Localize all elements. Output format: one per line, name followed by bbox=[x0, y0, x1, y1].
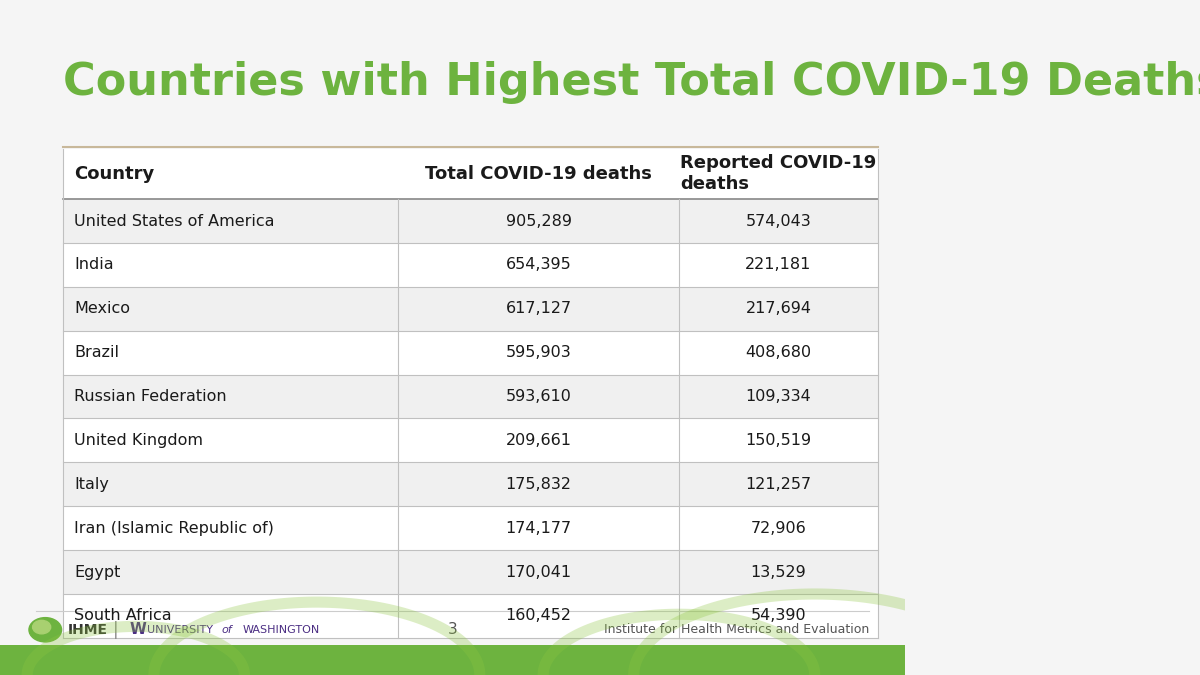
Text: 150,519: 150,519 bbox=[745, 433, 811, 448]
Text: 121,257: 121,257 bbox=[745, 477, 811, 492]
Text: 109,334: 109,334 bbox=[745, 389, 811, 404]
Text: WASHINGTON: WASHINGTON bbox=[242, 625, 320, 634]
FancyBboxPatch shape bbox=[64, 506, 878, 550]
Text: Total COVID-19 deaths: Total COVID-19 deaths bbox=[425, 165, 652, 183]
Text: 221,181: 221,181 bbox=[745, 257, 811, 273]
Text: Russian Federation: Russian Federation bbox=[74, 389, 227, 404]
Text: IHME: IHME bbox=[68, 623, 108, 637]
Text: Institute for Health Metrics and Evaluation: Institute for Health Metrics and Evaluat… bbox=[604, 623, 869, 637]
Text: 13,529: 13,529 bbox=[751, 564, 806, 580]
Text: Iran (Islamic Republic of): Iran (Islamic Republic of) bbox=[74, 520, 274, 536]
Text: Egypt: Egypt bbox=[74, 564, 121, 580]
Text: W: W bbox=[130, 622, 146, 637]
Text: Reported COVID-19
deaths: Reported COVID-19 deaths bbox=[680, 155, 877, 193]
FancyBboxPatch shape bbox=[64, 199, 878, 243]
FancyBboxPatch shape bbox=[64, 594, 878, 638]
Text: South Africa: South Africa bbox=[74, 608, 172, 624]
Text: Country: Country bbox=[74, 165, 155, 183]
Text: 160,452: 160,452 bbox=[505, 608, 571, 624]
Text: 170,041: 170,041 bbox=[505, 564, 571, 580]
FancyBboxPatch shape bbox=[64, 550, 878, 594]
FancyBboxPatch shape bbox=[64, 243, 878, 287]
Text: UNIVERSITY: UNIVERSITY bbox=[146, 625, 212, 634]
Circle shape bbox=[29, 618, 61, 642]
Text: Italy: Italy bbox=[74, 477, 109, 492]
FancyBboxPatch shape bbox=[64, 148, 878, 199]
Text: United States of America: United States of America bbox=[74, 213, 275, 229]
FancyBboxPatch shape bbox=[64, 462, 878, 506]
Text: United Kingdom: United Kingdom bbox=[74, 433, 203, 448]
Text: 3: 3 bbox=[448, 622, 457, 637]
Text: 617,127: 617,127 bbox=[505, 301, 571, 317]
Text: Countries with Highest Total COVID-19 Deaths: Countries with Highest Total COVID-19 De… bbox=[64, 61, 1200, 104]
Text: 654,395: 654,395 bbox=[505, 257, 571, 273]
Text: 593,610: 593,610 bbox=[505, 389, 571, 404]
Text: 209,661: 209,661 bbox=[505, 433, 571, 448]
Text: India: India bbox=[74, 257, 114, 273]
Circle shape bbox=[32, 620, 50, 634]
Text: 72,906: 72,906 bbox=[751, 520, 806, 536]
FancyBboxPatch shape bbox=[0, 645, 905, 675]
Text: |: | bbox=[113, 621, 119, 639]
Text: 217,694: 217,694 bbox=[745, 301, 811, 317]
Text: 175,832: 175,832 bbox=[505, 477, 571, 492]
Text: Brazil: Brazil bbox=[74, 345, 119, 360]
FancyBboxPatch shape bbox=[64, 418, 878, 462]
Text: Mexico: Mexico bbox=[74, 301, 131, 317]
Text: 408,680: 408,680 bbox=[745, 345, 811, 360]
Text: 174,177: 174,177 bbox=[505, 520, 571, 536]
Text: 905,289: 905,289 bbox=[505, 213, 571, 229]
FancyBboxPatch shape bbox=[64, 375, 878, 418]
FancyBboxPatch shape bbox=[64, 287, 878, 331]
Text: of: of bbox=[222, 625, 233, 634]
Text: 595,903: 595,903 bbox=[505, 345, 571, 360]
Text: 54,390: 54,390 bbox=[751, 608, 806, 624]
Text: 574,043: 574,043 bbox=[745, 213, 811, 229]
FancyBboxPatch shape bbox=[64, 331, 878, 375]
